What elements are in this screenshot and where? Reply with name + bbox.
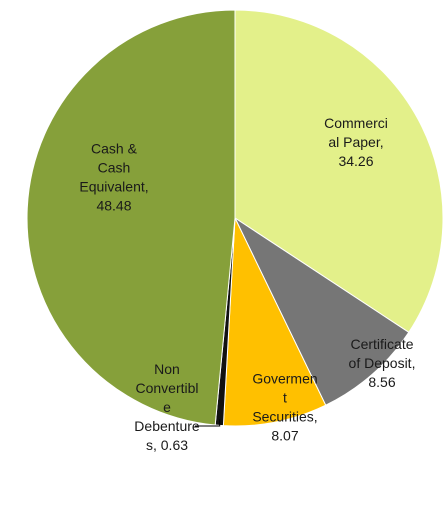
data-label-line: Govermen [252, 371, 317, 387]
data-label-cash-and-cash-equivalent: Cash & Cash Equivalent, 48.48 [79, 141, 148, 214]
data-label-line: Cash [98, 160, 131, 176]
data-label-line: 8.56 [368, 374, 395, 390]
data-label-line: of Deposit, [349, 355, 416, 371]
data-label-line: Certificate [350, 336, 413, 352]
data-label-goverment-securities: Govermen t Securities, 8.07 [252, 371, 317, 444]
pie-slice-certificate-of-deposit [233, 216, 410, 406]
data-label-line: e [163, 399, 171, 415]
pie-slices [26, 9, 444, 427]
data-label-line: Securities, [252, 409, 317, 425]
leader-lines [195, 419, 221, 427]
data-label-line: 8.07 [271, 428, 298, 444]
data-label-certificate-of-deposit: Certificate of Deposit, 8.56 [349, 336, 416, 390]
leader-line-non-convertible-debentures [195, 419, 221, 427]
data-label-line: s, 0.63 [146, 437, 188, 453]
data-label-line: Convertibl [135, 380, 198, 396]
data-label-line: Non [154, 361, 180, 377]
pie-slice-cash-and-cash-equivalent [26, 9, 236, 426]
data-label-line: 48.48 [96, 198, 131, 214]
data-label-commercial-paper: Commerci al Paper, 34.26 [324, 115, 388, 169]
data-label-line: al Paper, [328, 134, 383, 150]
data-label-line: Equivalent, [79, 179, 148, 195]
data-label-non-convertible-debentures: Non Convertibl e Debenture s, 0.63 [134, 361, 200, 453]
data-label-line: 34.26 [338, 153, 373, 169]
data-label-line: t [283, 390, 287, 406]
pie-slice-goverment-securities [222, 216, 327, 427]
data-label-line: Debenture [134, 418, 200, 434]
data-label-line: Cash & [91, 141, 138, 157]
data-label-line: Commerci [324, 115, 388, 131]
data-labels: Commerci al Paper, 34.26 Certificate of Depo… [79, 115, 415, 453]
